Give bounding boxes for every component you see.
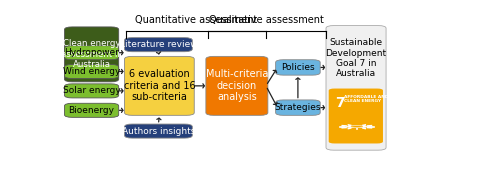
FancyBboxPatch shape — [64, 103, 118, 117]
Text: 7: 7 — [336, 96, 345, 110]
FancyBboxPatch shape — [124, 56, 194, 115]
FancyBboxPatch shape — [124, 124, 192, 138]
FancyBboxPatch shape — [276, 60, 320, 75]
Text: Sustainable
Development
Goal 7 in
Australia: Sustainable Development Goal 7 in Austra… — [326, 38, 386, 78]
Text: Hydropower: Hydropower — [64, 48, 119, 57]
Text: Bioenergy: Bioenergy — [68, 106, 114, 115]
FancyBboxPatch shape — [64, 46, 118, 60]
Text: Literature review: Literature review — [120, 40, 197, 49]
Text: Qualitative assessment: Qualitative assessment — [210, 15, 324, 25]
Text: AFFORDABLE AND
CLEAN ENERGY: AFFORDABLE AND CLEAN ENERGY — [344, 94, 389, 103]
Text: Authors insights: Authors insights — [122, 126, 195, 136]
Text: Multi-criteria
decision
analysis: Multi-criteria decision analysis — [206, 69, 268, 102]
FancyBboxPatch shape — [206, 56, 268, 115]
FancyBboxPatch shape — [64, 64, 118, 78]
Text: Policies: Policies — [281, 63, 314, 72]
Text: Quantitative assessment: Quantitative assessment — [135, 15, 258, 25]
Text: Strategies: Strategies — [274, 103, 321, 112]
Ellipse shape — [346, 125, 368, 128]
FancyBboxPatch shape — [64, 27, 118, 82]
Text: Solar energy: Solar energy — [62, 86, 120, 95]
Ellipse shape — [350, 126, 363, 128]
FancyBboxPatch shape — [124, 38, 192, 52]
FancyBboxPatch shape — [326, 26, 386, 150]
Text: Clean energy
assessment in
Australia: Clean energy assessment in Australia — [60, 39, 122, 69]
FancyBboxPatch shape — [64, 84, 118, 98]
FancyBboxPatch shape — [276, 100, 320, 115]
Text: Wind energy: Wind energy — [63, 67, 120, 76]
Text: 6 evaluation
criteria and 16
sub-criteria: 6 evaluation criteria and 16 sub-criteri… — [124, 69, 195, 102]
FancyBboxPatch shape — [328, 89, 383, 144]
